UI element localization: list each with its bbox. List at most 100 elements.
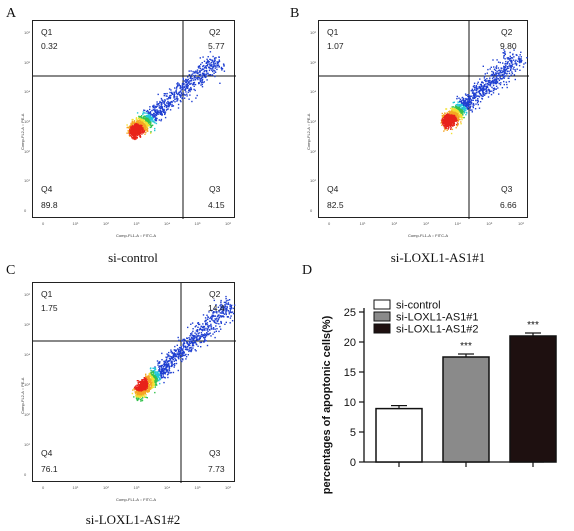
quadrant-q1-value: 1.75 [41,303,58,313]
flow-y-tick-label: 10⁶ [310,30,317,35]
bar-chart: 0 5 10 15 20 25 percentages of apoptonic cells… [321,299,557,494]
legend-label-1: si-control [396,300,441,312]
flow-x-axis-label-a: Comp-FL1-A :: FITC-A [116,233,157,238]
flow-x-tick-label: 10³ [133,485,140,490]
bar-2 [442,356,490,463]
significance-label: *** [527,320,539,331]
event-cloud [131,295,236,402]
caption-b: si-LOXL1-AS1#1 [390,250,486,265]
legend-label-3: si-LOXL1-AS1#2 [396,324,479,336]
flow-y-tick-label: 10¹ [24,178,30,184]
flow-y-tick-label: 10¹ [24,442,30,447]
flow-x-tick-label: 10⁴ [164,485,171,490]
flow-y-tick-label: 0 [310,208,313,213]
flow-x-tick-label: 0 [328,221,331,226]
flow-x-tick-label: 10¹ [359,221,366,226]
flow-y-tick-label: 0 [24,472,27,477]
flow-x-tick-label: 10⁵ [194,485,201,490]
y-tick-label: 15 [344,367,356,379]
flow-y-tick-label: 10³ [24,119,30,124]
quadrant-q4-value: 89.8 [41,200,58,210]
flow-x-tick-label: 10³ [423,221,429,226]
flow-y-tick-label: 10⁴ [310,89,317,95]
caption-a: si-control [108,250,158,265]
quadrant-q1-value: 1.07 [327,41,344,51]
flow-plot-c: Q1 1.75 Q2 14.4 Q4 76.1 Q3 7.73 [32,282,236,483]
quadrant-q3-label: Q3 [209,184,221,194]
flow-x-tick-label: 10⁶ [518,221,525,226]
quadrant-q2-label: Q2 [209,289,221,299]
flow-x-tick-label: 10² [103,221,109,226]
flow-y-tick-label: 10⁵ [24,59,31,65]
flow-y-tick-label: 10⁵ [310,59,317,65]
quadrant-q3-value: 6.66 [500,200,517,210]
flow-x-tick-label: 10⁵ [486,221,493,226]
y-axis-label: percentages of apoptonic cells(%) [321,315,333,494]
flow-plot-b: Q1 1.07 Q2 9.80 Q4 82.5 Q3 6.66 [318,20,529,219]
scatter-density-a [33,21,236,219]
quadrant-q2-value: 9.80 [500,41,517,51]
flow-y-tick-label: 10³ [310,119,316,124]
legend-label-2: si-LOXL1-AS1#1 [396,312,479,324]
legend-swatch-2 [373,311,391,322]
quadrant-q2-value: 5.77 [208,41,225,51]
significance-label: *** [460,341,472,352]
flow-x-tick-label: 10³ [133,221,140,226]
panel-letter-a: A [6,6,17,21]
flow-x-axis-label-c: Comp-FL1-A :: FITC-A [116,497,157,502]
flow-y-tick-label: 10² [24,148,30,154]
quadrant-q2-value: 14.4 [208,303,225,313]
y-tick-label: 25 [344,307,356,319]
y-tick-label: 20 [344,337,356,349]
panel-letter-c: C [6,263,16,278]
flow-y-tick-label: 10⁴ [24,89,31,95]
quadrant-q2-label: Q2 [209,27,221,37]
event-cloud [440,49,528,135]
panel-letter-d: D [302,263,313,278]
flow-x-tick-label: 10² [391,221,398,226]
flow-y-tick-label: 10⁶ [24,292,31,297]
flow-x-tick-label: 10⁴ [164,221,171,226]
scatter-density-c [33,283,236,483]
quadrant-q3-label: Q3 [209,448,221,458]
quadrant-q4-value: 82.5 [327,200,344,210]
quadrant-q4-label: Q4 [327,184,339,194]
flow-x-tick-label: 0 [42,485,45,490]
caption-c: si-LOXL1-AS1#2 [85,512,181,527]
legend-swatch-1 [373,299,391,310]
quadrant-q4-label: Q4 [41,184,53,194]
flow-x-tick-label: 10⁶ [225,221,232,226]
quadrant-q2-label: Q2 [501,27,513,37]
flow-y-tick-label: 10³ [24,382,30,387]
quadrant-q1-value: 0.32 [41,41,58,51]
quadrant-q1-label: Q1 [327,27,339,37]
flow-y-tick-label: 0 [24,208,27,213]
legend-swatch-3 [373,323,391,334]
y-tick-label: 10 [344,397,356,409]
flow-y-tick-label: 10⁶ [24,30,31,35]
bar-3 [509,335,557,463]
flow-x-tick-label: 10⁵ [194,221,201,226]
quadrant-q1-label: Q1 [41,27,53,37]
panel-letter-b: B [290,6,300,21]
quadrant-q3-value: 7.73 [208,464,225,474]
flow-y-tick-label: 10² [310,148,316,154]
flow-plot-a: Q1 0.32 Q2 5.77 Q4 89.8 Q3 4.15 [32,20,236,219]
flow-x-tick-label: 10⁶ [225,485,232,490]
quadrant-q4-value: 76.1 [41,464,58,474]
scatter-density-b [319,21,529,219]
y-tick-label: 0 [350,457,356,469]
flow-y-tick-label: 10¹ [310,178,316,184]
quadrant-q3-value: 4.15 [208,200,225,210]
flow-y-tick-label: 10⁵ [24,322,31,327]
quadrant-q4-label: Q4 [41,448,53,458]
quadrant-q3-label: Q3 [501,184,513,194]
event-cloud [126,51,226,141]
flow-y-tick-label: 10² [24,412,30,417]
flow-x-tick-label: 10¹ [72,221,79,226]
flow-x-tick-label: 10² [103,485,109,490]
flow-y-tick-label: 10⁴ [24,352,31,357]
flow-x-axis-label-b: Comp-FL1-A :: FITC-A [408,233,449,238]
y-tick-label: 5 [350,427,356,439]
flow-x-tick-label: 10⁴ [454,221,461,226]
